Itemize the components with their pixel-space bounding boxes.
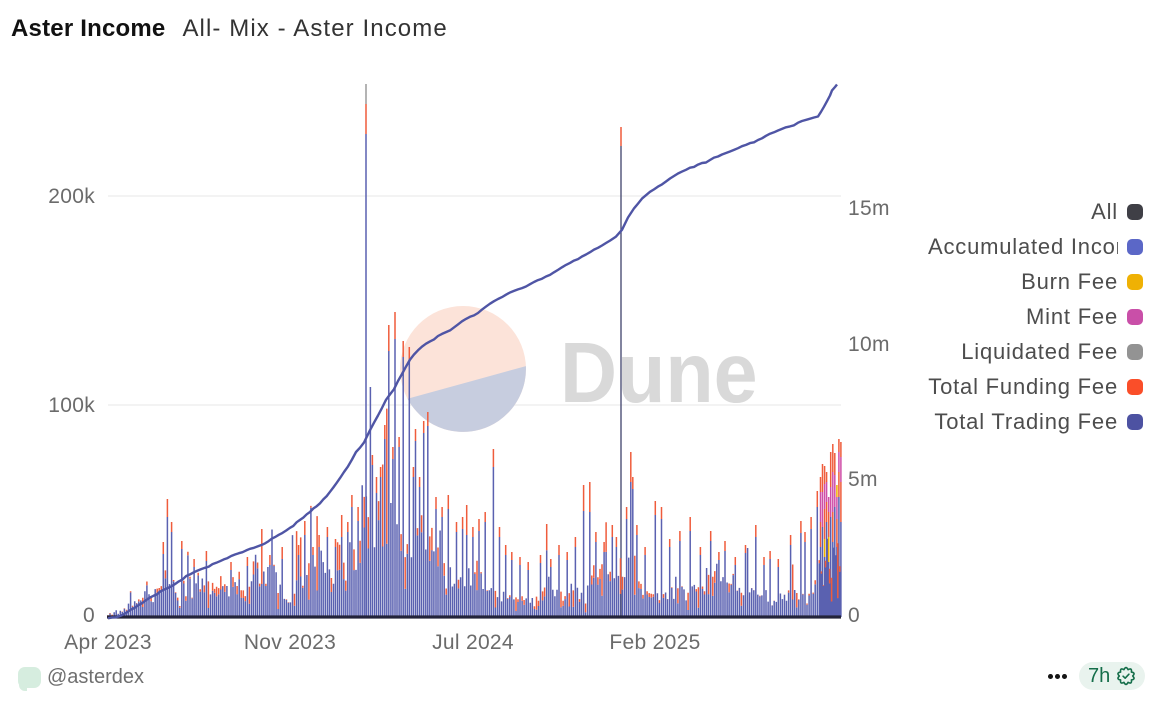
svg-text:Feb 2025: Feb 2025	[609, 631, 700, 654]
svg-text:15m: 15m	[848, 197, 890, 220]
svg-text:10m: 10m	[848, 333, 890, 356]
svg-text:Dune: Dune	[560, 326, 758, 420]
svg-text:5m: 5m	[848, 468, 878, 491]
svg-text:Apr 2023: Apr 2023	[64, 631, 152, 654]
svg-text:0: 0	[83, 604, 95, 627]
svg-text:Jul 2024: Jul 2024	[432, 631, 514, 654]
svg-text:0: 0	[848, 604, 860, 627]
svg-text:Nov 2023: Nov 2023	[244, 631, 336, 654]
svg-text:100k: 100k	[48, 394, 95, 417]
svg-text:200k: 200k	[48, 185, 95, 208]
